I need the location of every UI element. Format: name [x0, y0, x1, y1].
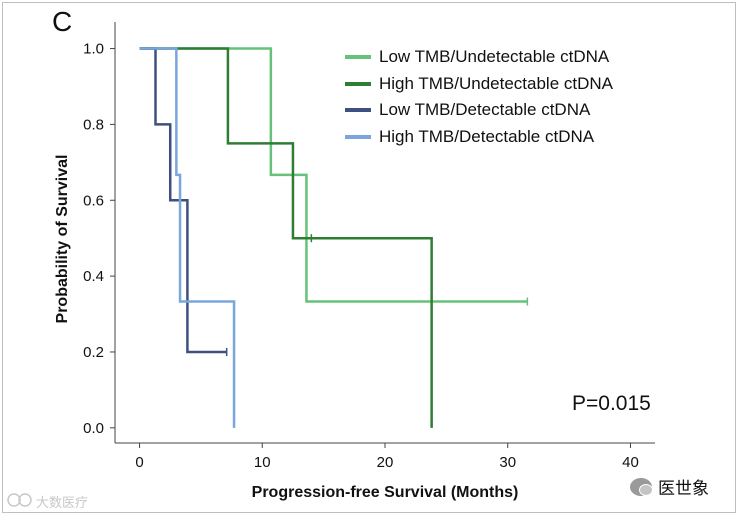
y-tick-label: 0.4: [83, 268, 104, 285]
x-tick-label: 20: [377, 454, 394, 471]
x-tick-label: 0: [135, 454, 143, 471]
panel-label: C: [52, 6, 73, 37]
legend-swatch: [345, 108, 371, 113]
x-tick-label: 10: [254, 454, 271, 471]
x-axis-label: Progression-free Survival (Months): [251, 484, 519, 501]
x-tick-label: 40: [622, 454, 639, 471]
legend-item: Low TMB/Detectable ctDNA: [345, 97, 613, 124]
legend-item: High TMB/Detectable ctDNA: [345, 124, 613, 151]
legend-swatch: [345, 134, 371, 139]
watermark-right: 医世象: [630, 474, 709, 499]
legend-swatch: [345, 55, 371, 60]
legend-label: High TMB/Undetectable ctDNA: [379, 73, 614, 93]
p-value-annotation: P=0.015: [572, 392, 651, 415]
watermark-left: 大数医疗: [6, 492, 88, 511]
y-tick-label: 0.8: [83, 116, 104, 133]
legend-item: Low TMB/Undetectable ctDNA: [345, 44, 613, 71]
survival-curve: [139, 47, 528, 303]
survival-curve: [139, 47, 227, 354]
watermark-right-text: 医世象: [658, 479, 709, 498]
legend-label: Low TMB/Undetectable ctDNA: [379, 47, 610, 67]
legend-label: High TMB/Detectable ctDNA: [379, 126, 595, 146]
legend: Low TMB/Undetectable ctDNA High TMB/Unde…: [345, 44, 613, 150]
y-tick-label: 0.2: [83, 344, 104, 361]
y-tick-label: 0.0: [83, 420, 104, 437]
survival-curve: [139, 47, 236, 428]
wechat-icon: [630, 477, 653, 496]
legend-label: Low TMB/Detectable ctDNA: [379, 100, 591, 120]
x-tick-label: 30: [499, 454, 516, 471]
kaopu-logo-icon: [6, 492, 34, 511]
y-tick-label: 0.6: [83, 192, 104, 209]
legend-swatch: [345, 81, 371, 86]
survival-curve: [139, 47, 433, 428]
watermark-left-text: 大数医疗: [36, 495, 89, 510]
y-axis-label: Probability of Survival: [54, 154, 71, 324]
legend-item: High TMB/Undetectable ctDNA: [345, 71, 613, 98]
y-tick-label: 1.0: [83, 41, 104, 58]
